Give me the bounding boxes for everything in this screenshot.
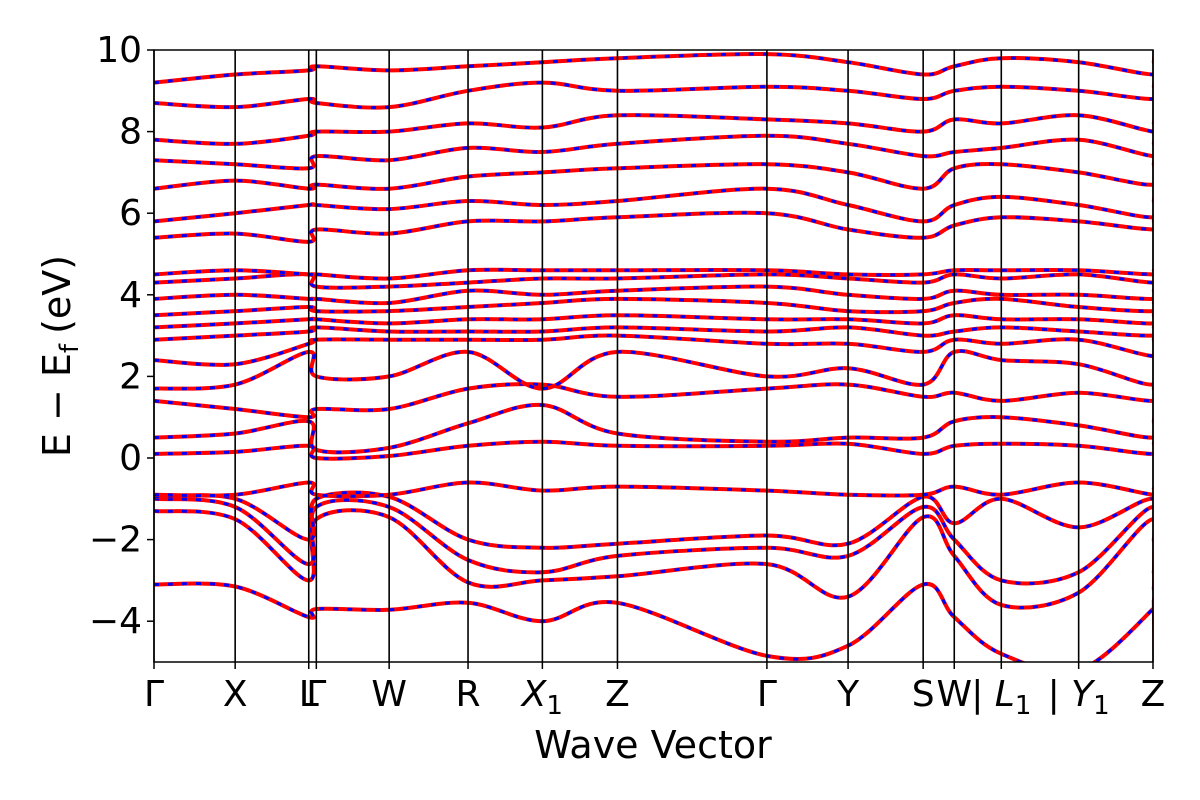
- x-tick-label-main: X: [223, 674, 248, 715]
- band-line-red: [154, 490, 1153, 550]
- band-line-red: [154, 402, 1153, 455]
- x-tick-label-main: Γ: [144, 674, 164, 715]
- x-tick-label: S: [912, 674, 935, 715]
- x-tick-label-subscript: 1: [1015, 691, 1032, 721]
- band-line-blue: [154, 187, 1153, 223]
- y-axis-title-main: E − E: [35, 353, 79, 457]
- bands-layer: [154, 52, 1153, 662]
- x-tick-label-main: W: [371, 674, 407, 715]
- x-tick-label-main: X: [520, 674, 548, 715]
- band-line-red: [154, 133, 1153, 171]
- x-tick-label-main: | Y: [1048, 674, 1097, 715]
- x-tick-label: R: [456, 674, 481, 715]
- band-line-red: [154, 159, 1153, 191]
- band-line-blue: [154, 349, 1153, 391]
- band-line-red: [154, 272, 1153, 290]
- x-tick-label-subscript: 1: [546, 691, 563, 721]
- band-line-red: [154, 439, 1153, 461]
- band-line-blue: [154, 508, 1153, 610]
- x-tick-label: | Y1: [1048, 674, 1110, 721]
- y-tick-label: 4: [119, 275, 142, 316]
- band-line-blue: [154, 268, 1153, 281]
- y-tick-label: 8: [119, 112, 142, 153]
- x-axis-title: Wave Vector: [534, 723, 772, 767]
- plot-frame: [153, 49, 1154, 663]
- x-tick-label-subscript: 1: [1093, 691, 1110, 721]
- y-axis-title: E − Ef (eV): [35, 255, 85, 457]
- x-tick-label-main: | L: [971, 674, 1015, 715]
- x-tick-label-main: S: [912, 674, 935, 715]
- x-tick-label: Z: [605, 674, 630, 715]
- band-line-blue: [154, 113, 1153, 146]
- x-tick-label: X1: [520, 674, 563, 721]
- x-tick-label-main: L: [299, 674, 319, 715]
- x-tick-label: Γ: [757, 674, 777, 715]
- x-axis-ticks: Γ X LΓ W R X1 Z Γ Y S W | L1 | Y1 Z: [144, 662, 1165, 721]
- y-tick-label: −4: [89, 601, 142, 642]
- y-axis-ticks: −4 −2 0 2 4 6 8 10: [89, 30, 154, 642]
- x-tick-label: L: [299, 674, 319, 715]
- band-line-red: [154, 581, 1153, 662]
- y-axis-title-unit: (eV): [35, 255, 79, 334]
- band-line-red: [154, 382, 1153, 420]
- band-line-blue: [154, 313, 1153, 329]
- band-line-blue: [154, 297, 1153, 317]
- band-line-blue: [154, 285, 1153, 305]
- x-tick-label: Y: [836, 674, 860, 715]
- x-tick-label: W: [371, 674, 407, 715]
- band-line-red: [154, 325, 1153, 342]
- x-tick-label-main: R: [456, 674, 481, 715]
- x-tick-label-main: Γ: [306, 674, 326, 715]
- x-tick-label: Γ: [144, 674, 164, 715]
- band-line-blue: [154, 334, 1153, 367]
- x-tick-label: Γ: [306, 674, 326, 715]
- x-tick-label-main: Y: [836, 674, 860, 715]
- y-tick-label: 2: [119, 356, 142, 397]
- y-axis-title-subscript: f: [55, 343, 85, 353]
- y-tick-label: 0: [119, 438, 142, 479]
- x-tick-label: W: [936, 674, 972, 715]
- y-tick-label: 10: [96, 30, 142, 71]
- x-tick-label-main: Γ: [757, 674, 777, 715]
- y-tick-label: −2: [89, 520, 142, 561]
- band-line-blue: [154, 52, 1153, 85]
- band-line-blue: [154, 211, 1153, 244]
- x-tick-label-main: Z: [605, 674, 630, 715]
- x-tick-label-main: W: [936, 674, 972, 715]
- band-line-blue: [154, 480, 1153, 498]
- x-tick-label: | L1: [971, 674, 1031, 721]
- x-tick-label: Z: [1141, 674, 1166, 715]
- y-tick-label: 6: [119, 193, 142, 234]
- x-tick-label: X: [223, 674, 248, 715]
- x-tick-label-main: Z: [1141, 674, 1166, 715]
- band-line-blue: [154, 81, 1153, 110]
